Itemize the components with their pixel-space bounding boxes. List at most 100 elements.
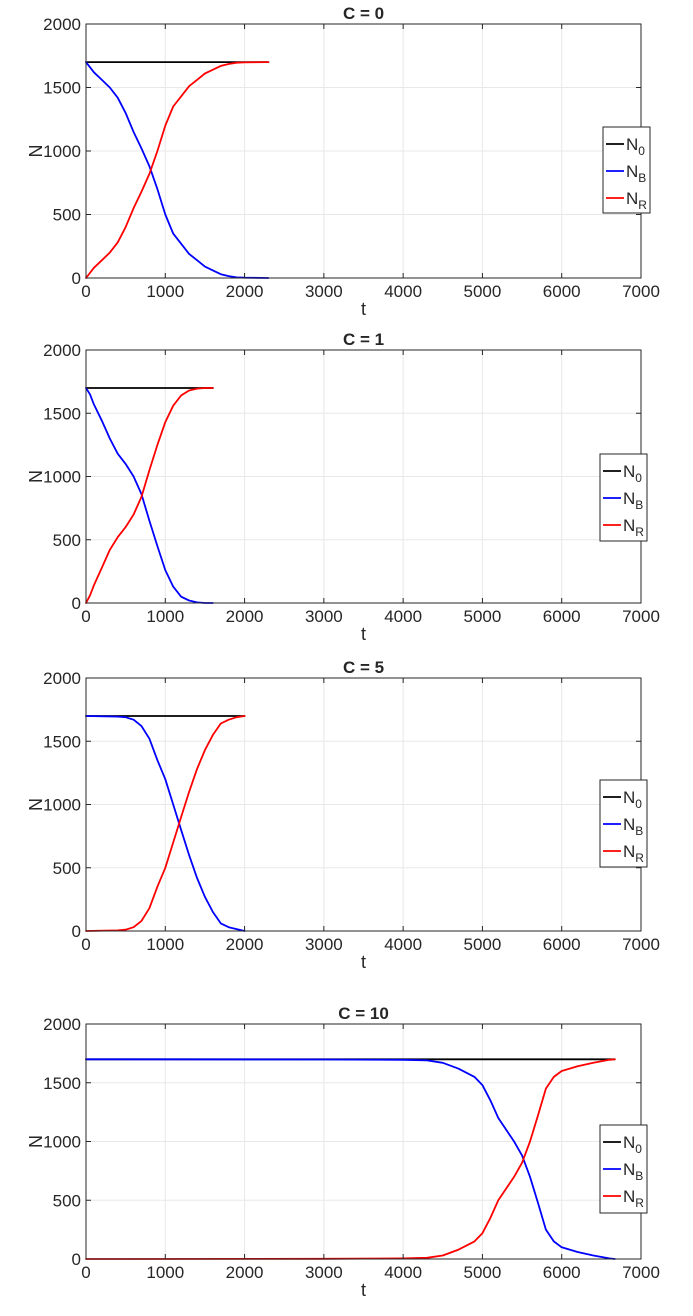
x-tick-label: 2000 <box>226 1263 264 1282</box>
legend-entry: NR <box>626 189 647 212</box>
x-axis-label: t <box>361 1280 366 1300</box>
legend-entry: NR <box>623 1187 644 1210</box>
x-tick-label: 0 <box>81 935 90 954</box>
x-tick-label: 1000 <box>146 935 184 954</box>
legend-box <box>599 779 648 868</box>
legend-entry-subscript: R <box>635 525 644 539</box>
legend-entry: NB <box>623 489 643 512</box>
series-line-NB <box>85 387 214 604</box>
y-tick-label: 2000 <box>43 669 81 688</box>
y-tick-label: 0 <box>72 1250 81 1269</box>
x-tick-label: 4000 <box>384 282 422 301</box>
legend-entry-subscript: 0 <box>635 797 642 811</box>
legend-entry: NR <box>623 516 644 539</box>
series-line-NB <box>85 61 270 279</box>
x-tick-label: 2000 <box>226 282 264 301</box>
series-line-NR <box>85 387 214 604</box>
y-tick-label: 1500 <box>43 404 81 423</box>
x-tick-label: 5000 <box>464 607 502 626</box>
legend-entry-name: N <box>623 842 635 861</box>
y-tick-label: 500 <box>53 206 81 225</box>
x-tick-label: 3000 <box>305 935 343 954</box>
x-tick-label: 7000 <box>622 607 660 626</box>
legend-entry-subscript: 0 <box>635 1142 642 1156</box>
y-axis-label: N <box>26 798 46 811</box>
y-tick-label: 1000 <box>43 142 81 161</box>
y-tick-label: 1500 <box>43 1074 81 1093</box>
legend-entry-subscript: R <box>635 1196 644 1210</box>
y-tick-label: 1000 <box>43 796 81 815</box>
chart-panel-1: 0 1000 2000 3000 4000 5000 6000 7000 0 500 1000 150… <box>26 330 660 644</box>
y-tick-label: 0 <box>72 594 81 613</box>
x-axis-label: t <box>361 952 366 972</box>
x-tick-label: 3000 <box>305 607 343 626</box>
x-tick-label: 1000 <box>146 607 184 626</box>
legend-entry-name: N <box>623 1160 635 1179</box>
chart-panel-2: 0 1000 2000 3000 4000 5000 6000 7000 0 500 1000 150… <box>26 658 660 972</box>
chart-panel-0: 0 1000 2000 3000 4000 5000 6000 7000 0 500 1000 150… <box>26 4 660 319</box>
legend-entry-subscript: B <box>635 1169 643 1183</box>
legend-entry-subscript: R <box>635 851 644 865</box>
y-tick-label: 0 <box>72 269 81 288</box>
x-tick-label: 6000 <box>543 607 581 626</box>
y-axis-label: N <box>26 145 46 158</box>
x-tick-label: 6000 <box>543 1263 581 1282</box>
y-tick-label: 500 <box>53 531 81 550</box>
legend-entry-name: N <box>623 516 635 535</box>
y-tick-label: 1000 <box>43 1133 81 1152</box>
series-line-NB <box>85 715 246 932</box>
series-line-NR <box>85 61 270 279</box>
x-tick-label: 3000 <box>305 282 343 301</box>
x-tick-label: 4000 <box>384 935 422 954</box>
y-tick-label: 500 <box>53 1191 81 1210</box>
legend-entry-subscript: B <box>635 824 643 838</box>
x-tick-label: 2000 <box>226 607 264 626</box>
x-tick-label: 2000 <box>226 935 264 954</box>
legend-entry: N0 <box>623 1133 642 1156</box>
chart-title: C = 1 <box>343 330 384 349</box>
y-tick-label: 1500 <box>43 79 81 98</box>
legend-entry-name: N <box>626 162 638 181</box>
legend-entry: NR <box>623 842 644 865</box>
legend-entry-name: N <box>623 788 635 807</box>
x-tick-label: 6000 <box>543 935 581 954</box>
legend-entry-subscript: 0 <box>635 471 642 485</box>
legend-entry-subscript: B <box>638 171 646 185</box>
x-tick-label: 7000 <box>622 282 660 301</box>
legend-entry: N0 <box>623 788 642 811</box>
legend-entry: NB <box>623 1160 643 1183</box>
x-tick-label: 5000 <box>464 282 502 301</box>
series-line-NR <box>85 715 246 932</box>
y-tick-label: 2000 <box>43 15 81 34</box>
legend-entry: NB <box>623 815 643 838</box>
chart-title: C = 0 <box>343 4 384 23</box>
legend-entry-name: N <box>623 489 635 508</box>
x-tick-label: 5000 <box>464 1263 502 1282</box>
legend-entry-name: N <box>623 1187 635 1206</box>
legend-entry-name: N <box>626 135 638 154</box>
series-line-NB <box>85 1058 616 1260</box>
legend-entry-name: N <box>623 462 635 481</box>
y-tick-label: 1000 <box>43 468 81 487</box>
series-line-NR <box>85 1058 616 1260</box>
x-tick-label: 7000 <box>622 1263 660 1282</box>
chart-title: C = 5 <box>343 658 384 677</box>
x-tick-label: 0 <box>81 1263 90 1282</box>
legend-entry-name: N <box>623 1133 635 1152</box>
legend-entry-subscript: 0 <box>638 144 645 158</box>
y-tick-label: 500 <box>53 859 81 878</box>
x-tick-label: 7000 <box>622 935 660 954</box>
x-tick-label: 4000 <box>384 607 422 626</box>
x-axis-label: t <box>361 624 366 644</box>
x-axis-label: t <box>361 299 366 319</box>
legend-entry: NB <box>626 162 646 185</box>
y-axis-label: N <box>26 470 46 483</box>
y-axis-label: N <box>26 1135 46 1148</box>
x-tick-label: 3000 <box>305 1263 343 1282</box>
chart-panel-3: 0 1000 2000 3000 4000 5000 6000 7000 0 500 1000 150… <box>26 1004 660 1300</box>
x-tick-label: 1000 <box>146 1263 184 1282</box>
